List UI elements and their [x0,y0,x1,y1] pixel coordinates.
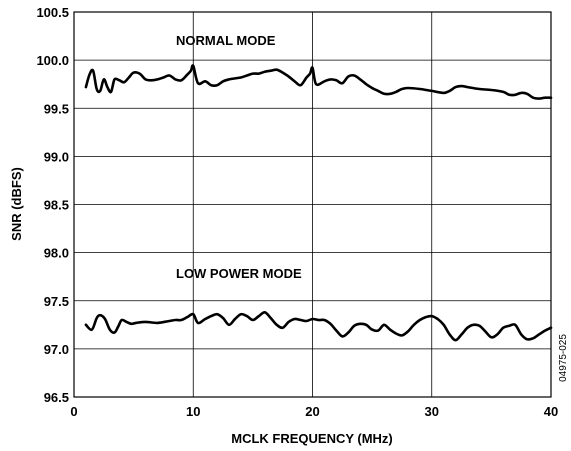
x-tick-label: 30 [425,404,439,419]
x-tick-label: 10 [186,404,200,419]
y-tick-label: 98.0 [44,246,69,261]
y-tick-label: 97.0 [44,342,69,357]
y-tick-label: 98.5 [44,198,69,213]
y-axis-title: SNR (dBFS) [9,167,24,241]
series-line-normal-mode [84,64,553,100]
figure-id: 04975-025 [558,334,569,382]
plot-area [73,11,552,398]
x-tick-label: 20 [305,404,319,419]
x-tick-label: 0 [70,404,77,419]
series-line-low-power-mode [84,311,553,342]
y-tick-label: 100.0 [36,53,69,68]
y-tick-label: 99.5 [44,101,69,116]
y-tick-label: 99.0 [44,149,69,164]
x-axis-title: MCLK FREQUENCY (MHz) [231,431,393,446]
y-tick-label: 100.5 [36,5,69,20]
x-axis-tick-labels: 0 10 20 30 40 [70,404,558,419]
y-tick-label: 96.5 [44,390,69,405]
annotation-low-power-mode: LOW POWER MODE [176,266,302,281]
y-tick-label: 97.5 [44,294,69,309]
x-tick-label: 40 [544,404,558,419]
series-lines [84,64,553,342]
annotation-normal-mode: NORMAL MODE [176,33,276,48]
y-axis-tick-labels: 96.5 97.0 97.5 98.0 98.5 99.0 99.5 100.0 100.5 [36,5,69,405]
